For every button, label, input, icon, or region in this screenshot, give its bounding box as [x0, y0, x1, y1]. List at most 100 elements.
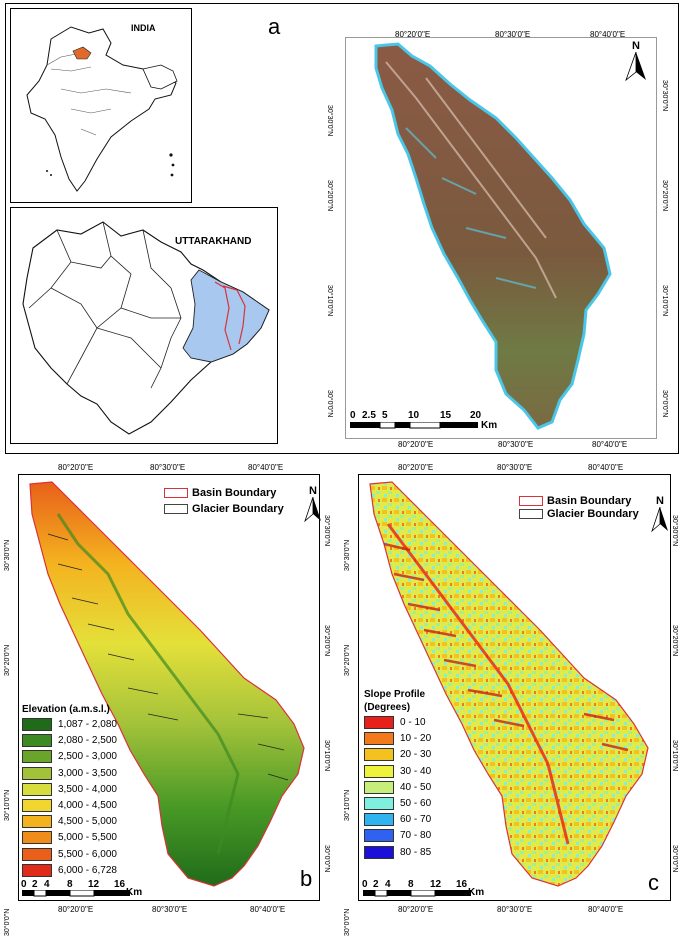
satellite-map-frame	[345, 37, 657, 439]
c-scale-tick-4: 12	[430, 879, 442, 890]
b-coord-bottom-1: 80°20'0"E	[58, 905, 94, 914]
scale-bar	[350, 422, 480, 430]
b-coord-bottom-2: 80°30'0"E	[152, 905, 188, 914]
c-coord-left-1: 30°30'0"N	[344, 539, 351, 571]
slope-legend-swatch	[364, 748, 394, 762]
c-coord-top-2: 80°30'0"E	[497, 463, 533, 472]
basin-boundary-line	[214, 281, 246, 351]
c-coord-right-2: 30°20'0"N	[671, 625, 678, 657]
elevation-legend-swatch	[22, 734, 52, 748]
c-basin-boundary-legend: Basin Boundary	[519, 495, 631, 507]
b-scale-bar	[22, 890, 132, 897]
c-coord-top-1: 80°20'0"E	[398, 463, 434, 472]
c-scale-bar	[363, 890, 473, 897]
c-north-label: N	[656, 495, 664, 507]
elevation-legend-item: 3,500 - 4,000	[22, 782, 117, 796]
elevation-legend-swatch	[22, 782, 52, 796]
slope-legend-swatch	[364, 732, 394, 746]
sat-coord-left-2: 30°20'0"N	[326, 180, 333, 212]
sat-coord-left-1: 30°30'0"N	[326, 105, 333, 137]
sat-coord-top-3: 80°40'0"E	[590, 30, 626, 39]
elevation-legend-swatch	[22, 766, 52, 780]
scale-tick-5: 20	[470, 410, 482, 421]
b-coord-right-3: 30°10'0"N	[323, 740, 330, 772]
b-coord-top-3: 80°40'0"E	[248, 463, 284, 472]
north-arrow-icon: N	[624, 40, 648, 86]
c-scale-tick-3: 8	[408, 879, 414, 890]
india-inset: INDIA	[10, 8, 192, 203]
sat-coord-right-2: 30°20'0"N	[661, 180, 668, 212]
b-scale-tick-4: 12	[88, 879, 100, 890]
c-scale-tick-1: 2	[373, 879, 379, 890]
india-map	[26, 26, 178, 192]
elevation-legend-item: 2,080 - 2,500	[22, 734, 117, 748]
elevation-legend-label: 5,000 - 5,500	[58, 832, 117, 844]
b-coord-bottom-3: 80°40'0"E	[250, 905, 286, 914]
scale-tick-4: 15	[440, 410, 452, 421]
b-coord-right-4: 30°0'0"N	[323, 845, 330, 873]
basin-satellite-image	[374, 42, 612, 430]
uttarakhand-highlight	[72, 46, 92, 60]
elevation-legend-item: 5,000 - 5,500	[22, 831, 117, 845]
c-glacier-boundary-swatch	[519, 509, 543, 519]
slope-legend-label: 20 - 30	[400, 749, 432, 761]
scale-tick-1: 2.5	[362, 410, 376, 421]
c-coord-right-4: 30°0'0"N	[671, 845, 678, 873]
elevation-legend-item: 1,087 - 2,080	[22, 718, 117, 731]
b-coord-left-4: 30°0'0"N	[4, 908, 11, 936]
elevation-map	[29, 481, 305, 887]
b-glacier-boundary-label: Glacier Boundary	[192, 503, 284, 515]
c-scale-unit: Km	[468, 887, 485, 898]
slope-legend-item: 70 - 80	[364, 829, 431, 843]
c-coord-left-2: 30°20'0"N	[344, 644, 351, 676]
scale-tick-3: 10	[408, 410, 420, 421]
b-coord-left-2: 30°20'0"N	[4, 644, 11, 676]
slope-legend-title: Slope Profile	[364, 689, 426, 700]
glacier-boundary-swatch	[164, 504, 188, 514]
b-coord-top-2: 80°30'0"E	[150, 463, 186, 472]
slope-legend-item: 40 - 50	[364, 780, 431, 794]
elevation-legend-label: 5,500 - 6,000	[58, 848, 117, 860]
sat-coord-right-4: 30°0'0"N	[661, 390, 668, 418]
elevation-legend-label: 4,000 - 4,500	[58, 800, 117, 811]
elevation-legend-swatch	[22, 750, 52, 764]
sat-coord-bottom-1: 80°20'0"E	[398, 440, 434, 449]
slope-map	[369, 481, 649, 887]
sat-coord-left-3: 30°10'0"N	[326, 285, 333, 317]
slope-legend-label: 60 - 70	[400, 814, 432, 826]
slope-legend-label: 30 - 40	[400, 765, 432, 777]
elevation-legend-item: 3,000 - 3,500	[22, 766, 117, 780]
elevation-legend-swatch	[22, 799, 52, 812]
b-north-label: N	[309, 485, 317, 497]
slope-legend-item: 60 - 70	[364, 813, 432, 827]
elevation-legend-item: 4,000 - 4,500	[22, 799, 117, 812]
panel-a-label: a	[268, 14, 281, 39]
b-scale-unit: Km	[126, 887, 143, 898]
c-scale-tick-2: 4	[385, 879, 391, 890]
b-scale-tick-5: 16	[114, 879, 126, 890]
elevation-legend-swatch	[22, 718, 52, 731]
b-scale-tick-0: 0	[21, 879, 27, 890]
c-scale-tick-0: 0	[362, 879, 368, 890]
sat-coord-bottom-3: 80°40'0"E	[592, 440, 628, 449]
c-north-arrow-icon: N	[650, 495, 670, 535]
slope-legend-label: 10 - 20	[400, 733, 432, 745]
elevation-legend-item: 2,500 - 3,000	[22, 750, 117, 764]
elevation-legend-label: 6,000 - 6,728	[58, 864, 117, 876]
north-label: N	[632, 40, 640, 52]
scale-unit: Km	[481, 420, 498, 431]
sat-coord-top-1: 80°20'0"E	[395, 30, 431, 39]
elevation-legend-label: 1,087 - 2,080	[58, 719, 117, 730]
c-coord-right-3: 30°10'0"N	[671, 740, 678, 772]
scale-tick-0: 0	[350, 410, 356, 421]
uttarakhand-map	[22, 221, 270, 435]
c-coord-top-3: 80°40'0"E	[588, 463, 624, 472]
b-coord-top-1: 80°20'0"E	[58, 463, 94, 472]
b-basin-boundary-label: Basin Boundary	[192, 487, 277, 499]
slope-legend-item: 30 - 40	[364, 764, 432, 778]
sat-coord-bottom-2: 80°30'0"E	[498, 440, 534, 449]
b-coord-right-2: 30°20'0"N	[323, 625, 330, 657]
india-title: INDIA	[131, 23, 156, 33]
slope-legend-swatch	[364, 780, 394, 794]
c-coord-left-3: 30°10'0"N	[344, 789, 351, 821]
